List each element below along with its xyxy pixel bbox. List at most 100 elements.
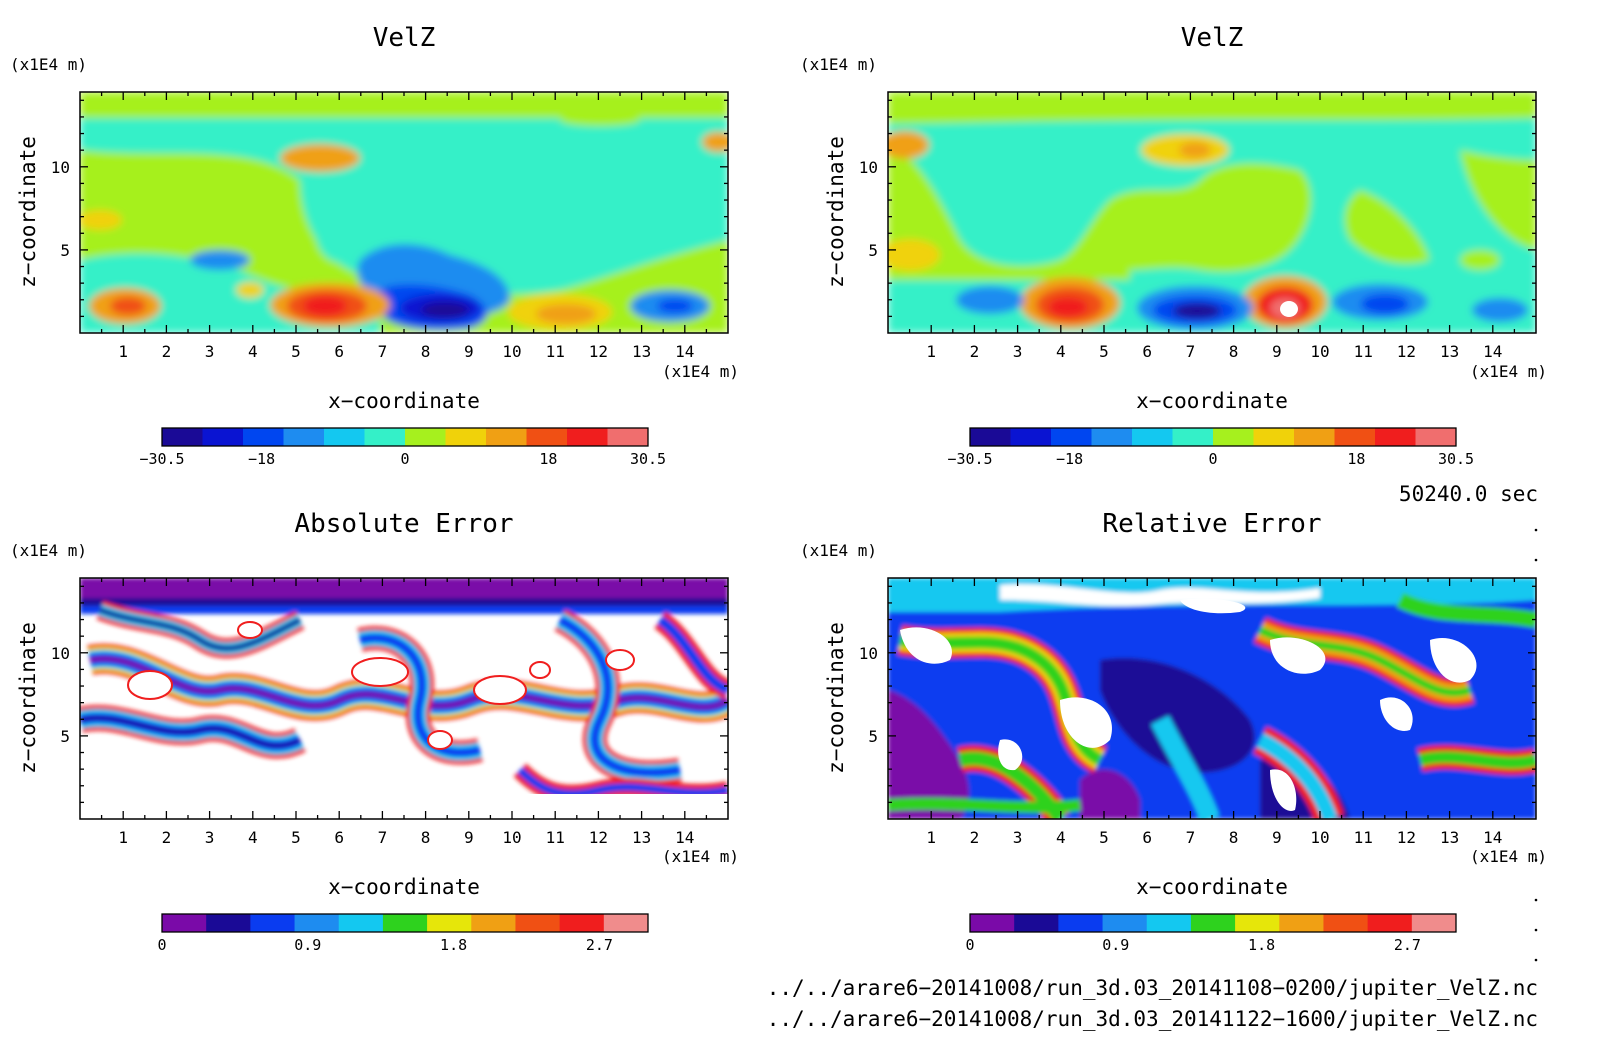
y-tick-label: 10: [51, 158, 70, 177]
x-tick-label: 1: [926, 828, 936, 847]
x-tick-label: 11: [546, 828, 565, 847]
colorbar-segment: [1367, 914, 1413, 932]
x-tick-label: 5: [291, 342, 301, 361]
colorbar-segment: [970, 914, 1015, 932]
colorbar-label: −30.5: [947, 450, 992, 468]
colorbar: [161, 913, 649, 933]
x-tick-label: 4: [1056, 342, 1066, 361]
colorbar-label: −18: [1056, 450, 1083, 468]
colorbar-label: 0.9: [294, 936, 321, 954]
x-tick-label: 3: [205, 828, 215, 847]
colorbar-segment: [1014, 914, 1059, 932]
colorbar-segment: [486, 428, 527, 446]
colorbar-segment: [324, 428, 365, 446]
contour-field: [888, 92, 1536, 333]
contour-field: [80, 92, 728, 333]
colorbar-segment: [567, 428, 608, 446]
colorbar-segment: [1411, 914, 1457, 932]
colorbar-label: 0: [157, 936, 166, 954]
x-tick-label: 7: [378, 828, 388, 847]
x-tick-labels: 1 2 3 4 5 6 7 8 9 10 11 12 13 14: [118, 828, 694, 847]
panel-title: Absolute Error: [294, 509, 513, 539]
colorbar-segment: [1235, 914, 1280, 932]
y-axis-label: z−coordinate: [824, 622, 848, 774]
colorbar-label: 2.7: [1394, 936, 1421, 954]
panel-title: VelZ: [1181, 23, 1244, 53]
x-tick-labels: 1 2 3 4 5 6 7 8 9 10 11 12 13 14: [118, 342, 694, 361]
x-tick-label: 8: [1229, 342, 1239, 361]
time-label: 50240.0 sec: [1399, 482, 1538, 506]
y-tick-label: 10: [859, 644, 878, 663]
colorbar-segment: [559, 914, 605, 932]
x-tick-label: 11: [546, 342, 565, 361]
contour-field: [888, 578, 1536, 819]
x-tick-label: 5: [291, 828, 301, 847]
colorbar-segment: [382, 914, 428, 932]
run-info: 50240.0 sec ../../arare6−20141008/run_3d…: [767, 482, 1538, 1031]
x-tick-label: 13: [632, 828, 651, 847]
colorbar-segment: [1146, 914, 1192, 932]
colorbar-segment: [283, 428, 325, 446]
x-tick-label: 5: [1099, 342, 1109, 361]
colorbar-segment: [1375, 428, 1416, 446]
colorbar-segment: [603, 914, 649, 932]
axis-ticks: [888, 578, 1536, 819]
y-units-label: (x1E4 m): [10, 55, 87, 74]
x-tick-label: 12: [589, 828, 608, 847]
panel-title: VelZ: [373, 23, 436, 53]
colorbar-segment: [1102, 914, 1148, 932]
colorbar-segment: [427, 914, 472, 932]
panel-absolute-error: Absolute Error (x1E4 m): [10, 509, 739, 954]
colorbar-frame: [969, 427, 1457, 447]
colorbar-segment: [1058, 914, 1104, 932]
x-tick-label: 6: [334, 342, 344, 361]
x-tick-label: 2: [162, 342, 172, 361]
x-tick-labels: 1 2 3 4 5 6 7 8 9 10 11 12 13 14: [926, 342, 1502, 361]
file-path-1: ../../arare6−20141008/run_3d.03_20141108…: [767, 976, 1538, 1000]
y-tick-labels: 5 10: [859, 644, 878, 746]
x-tick-label: 6: [1142, 342, 1152, 361]
x-tick-label: 3: [205, 342, 215, 361]
x-tick-label: 6: [1142, 828, 1152, 847]
x-tick-label: 12: [1397, 342, 1416, 361]
panel-relative-error: Relative Error (x1E4 m): [800, 509, 1547, 954]
x-tick-label: 13: [1440, 342, 1459, 361]
contour-field: [80, 578, 728, 819]
x-axis-label: x−coordinate: [328, 389, 480, 413]
colorbar-segment: [1132, 428, 1173, 446]
x-tick-label: 10: [1310, 828, 1329, 847]
y-tick-labels: 5 10: [51, 644, 70, 746]
colorbar-label: 1.8: [1248, 936, 1275, 954]
colorbar-segment: [526, 428, 568, 446]
colorbar-segment: [243, 428, 284, 446]
y-tick-labels: 5 10: [51, 158, 70, 260]
y-tick-label: 10: [51, 644, 70, 663]
colorbar-segment: [1091, 428, 1133, 446]
panel-velz-right: VelZ (x1E4 m): [800, 23, 1547, 468]
x-tick-label: 7: [378, 342, 388, 361]
colorbar-segment: [1415, 428, 1457, 446]
y-tick-label: 10: [859, 158, 878, 177]
x-tick-label: 12: [1397, 828, 1416, 847]
x-axis-label: x−coordinate: [1136, 389, 1288, 413]
colorbar-label: 2.7: [586, 936, 613, 954]
x-tick-label: 1: [926, 342, 936, 361]
colorbar-label: 1.8: [440, 936, 467, 954]
colorbar-frame: [161, 913, 649, 933]
colorbar-segment: [1323, 914, 1369, 932]
x-tick-label: 14: [1483, 342, 1502, 361]
x-tick-label: 4: [248, 828, 258, 847]
colorbar-segment: [202, 428, 244, 446]
x-tick-label: 13: [632, 342, 651, 361]
colorbar: [161, 427, 649, 447]
x-tick-label: 1: [118, 828, 128, 847]
x-tick-label: 9: [1272, 828, 1282, 847]
x-tick-label: 8: [421, 342, 431, 361]
x-tick-label: 2: [970, 342, 980, 361]
colorbar-segment: [294, 914, 340, 932]
y-units-label: (x1E4 m): [10, 541, 87, 560]
colorbar-segment: [1294, 428, 1335, 446]
colorbar-label: −30.5: [139, 450, 184, 468]
x-tick-label: 14: [675, 342, 694, 361]
colorbar-segment: [405, 428, 446, 446]
